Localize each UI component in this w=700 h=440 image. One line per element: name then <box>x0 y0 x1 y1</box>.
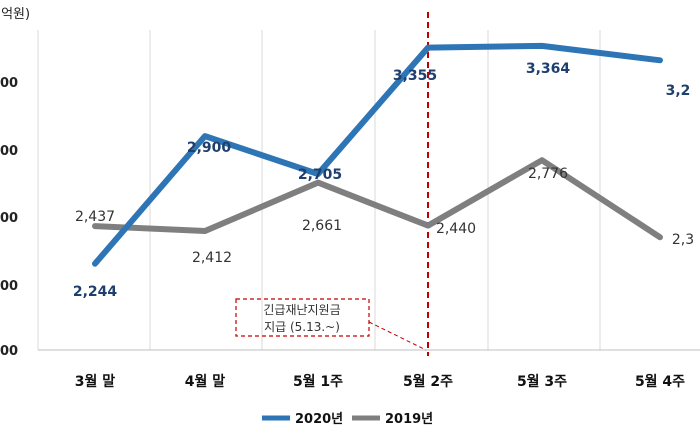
annotation-line-2: 지급 (5.13.~) <box>264 320 340 334</box>
annotation-leader <box>368 321 427 351</box>
data-label-2019: 2,437 <box>75 209 115 225</box>
x-tick-label: 3월 말 <box>75 373 115 390</box>
data-label-2019: 2,661 <box>302 218 342 234</box>
data-label-2020: 3,364 <box>526 61 571 77</box>
legend-label-2020: 2020년 <box>295 412 343 427</box>
data-label-2020: 2,900 <box>187 140 232 156</box>
y-tick-label: 00 <box>0 211 18 226</box>
series-line-2019 <box>92 157 663 241</box>
x-tick-label: 4월 말 <box>185 373 225 390</box>
data-label-2020: 2,244 <box>73 284 118 300</box>
legend-label-2019: 2019년 <box>385 412 433 427</box>
data-label-2019: 2,776 <box>528 166 568 182</box>
x-tick-label: 5월 2주 <box>403 373 453 390</box>
x-tick-labels: 3월 말 4월 말 5월 1주 5월 2주 5월 3주 5월 4주 <box>75 373 685 390</box>
y-tick-label: 00 <box>0 279 18 294</box>
data-label-2019: 2,3 <box>672 232 694 248</box>
x-tick-label: 5월 4주 <box>635 373 685 390</box>
series-lines <box>92 42 663 267</box>
data-labels: 2,244 2,900 2,705 3,355 3,364 3,2 2,437 2,412 2,… <box>73 61 694 300</box>
data-label-2019: 2,440 <box>436 221 476 237</box>
y-tick-labels: 00 00 00 00 00 <box>0 76 18 359</box>
vertical-gridlines <box>37 30 601 350</box>
series-line-2020 <box>92 42 663 267</box>
annotation-box <box>235 298 370 337</box>
data-label-2019: 2,412 <box>192 250 232 266</box>
annotation-line-1: 긴급재난지원금 <box>263 303 340 317</box>
unit-label: (억원) <box>0 7 30 22</box>
y-tick-label: 00 <box>0 144 18 159</box>
legend: 2020년 2019년 <box>262 412 433 427</box>
data-label-2020: 3,355 <box>393 68 437 84</box>
y-tick-label: 00 <box>0 344 18 359</box>
x-tick-label: 5월 1주 <box>293 373 343 390</box>
x-tick-label: 5월 3주 <box>517 373 567 390</box>
data-label-2020: 3,2 <box>666 83 691 99</box>
data-label-2020: 2,705 <box>298 167 342 183</box>
y-tick-label: 00 <box>0 76 18 91</box>
